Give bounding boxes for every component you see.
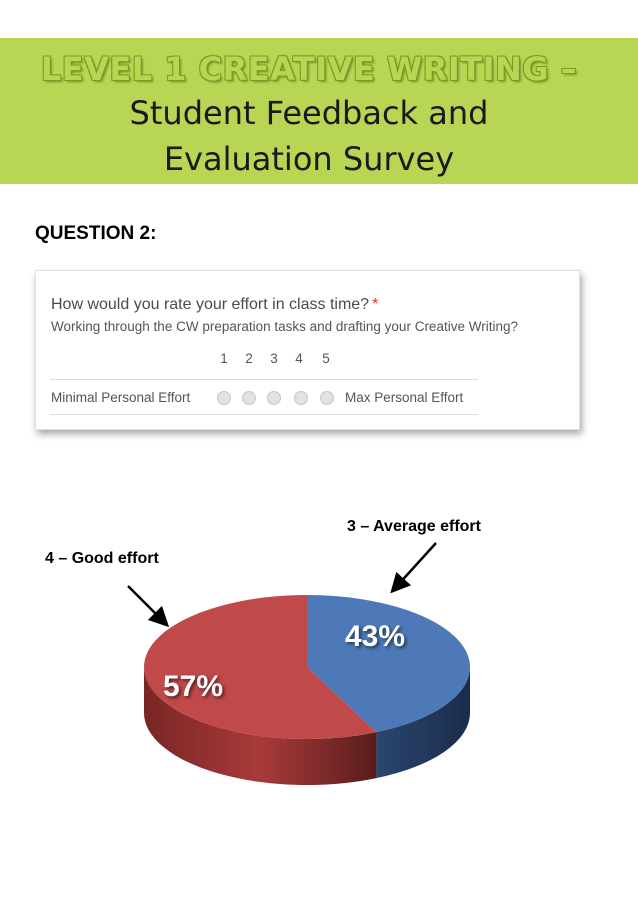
callout-good-effort: 4 – Good effort <box>45 550 159 567</box>
arrow-to-average-slice <box>390 542 437 594</box>
question-heading: QUESTION 2: <box>35 223 157 244</box>
radio-option-1[interactable] <box>217 391 231 405</box>
radio-option-5[interactable] <box>320 391 334 405</box>
pie-slice-average <box>307 595 470 733</box>
scale-number-5: 5 <box>322 351 330 366</box>
slice-label-good: 57% <box>163 670 224 703</box>
pie-slice-side-good <box>144 667 377 785</box>
scale-number-4: 4 <box>295 351 303 366</box>
scale-number-2: 2 <box>245 351 253 366</box>
callout-average-effort: 3 – Average effort <box>347 518 481 535</box>
max-effort-label: Max Personal Effort <box>345 390 464 405</box>
radio-option-4[interactable] <box>294 391 308 405</box>
question-description: Working through the CW preparation tasks… <box>51 319 518 334</box>
question-text: How would you rate your effort in class … <box>51 296 370 313</box>
required-mark: * <box>372 296 379 313</box>
title-banner <box>0 38 638 184</box>
radio-option-3[interactable] <box>267 391 281 405</box>
banner-subtitle-line2: Evaluation Survey <box>163 140 455 178</box>
scale-divider-top <box>50 379 478 380</box>
slice-label-average: 43% <box>345 620 406 653</box>
banner-subtitle-line1: Student Feedback and <box>129 94 489 132</box>
radio-option-2[interactable] <box>242 391 256 405</box>
scale-number-3: 3 <box>270 351 278 366</box>
banner-title: LEVEL 1 CREATIVE WRITING – <box>40 50 578 88</box>
pie-slice-good <box>143 595 377 740</box>
min-effort-label: Minimal Personal Effort <box>51 390 191 405</box>
question-title: How would you rate your effort in class … <box>51 296 378 314</box>
arrow-to-good-slice <box>127 585 170 628</box>
scale-divider-bottom <box>50 414 478 415</box>
pie-slice-side-average <box>376 667 470 779</box>
survey-question-card: How would you rate your effort in class … <box>35 270 580 430</box>
scale-number-1: 1 <box>220 351 228 366</box>
